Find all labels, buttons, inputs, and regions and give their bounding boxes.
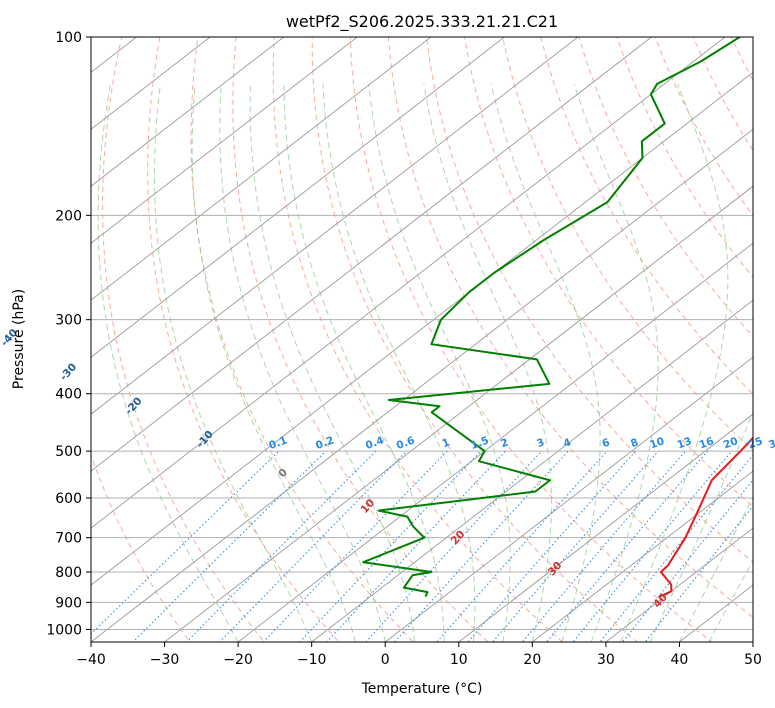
mixing-ratio-line [132,450,327,642]
mixing-ratio-label: 3 [535,436,546,450]
mixing-ratio-line [91,450,280,635]
y-tick-label: 800 [55,565,82,581]
dewpoint-profile-line [362,37,741,597]
y-tick-label: 700 [55,531,82,547]
x-tick-label: 0 [381,652,390,668]
isotherm [91,128,753,642]
y-tick-label: 1000 [46,622,82,638]
mixing-ratio-label: 0.4 [364,434,386,452]
moist-adiabat [322,83,476,642]
moist-adiabat [649,411,753,642]
dry-adiabat [502,37,753,452]
mixing-ratio-line [325,450,506,642]
isotherm [237,242,753,642]
moist-adiabat [97,83,239,642]
x-tick-label: 30 [597,652,615,668]
x-tick-label: 10 [450,652,468,668]
mixing-ratio-line [621,479,753,642]
grid-layer [91,37,775,654]
mixing-ratio-line [299,450,482,642]
x-tick-label: 20 [523,652,541,668]
plot-background [91,37,753,642]
isotherm [91,37,653,472]
dry-adiabat [540,37,753,395]
mixing-ratio-label: 0.6 [395,434,417,452]
mixing-ratio-label: 4 [562,436,573,450]
isotherm [91,37,211,130]
isotherm [384,356,753,642]
y-tick-label: 200 [55,208,82,224]
y-axis-title: Pressure (hPa) [11,289,27,389]
dry-adiabat-label: -30 [58,361,80,383]
mixing-ratio-label: 0.2 [314,434,336,452]
mixing-ratio-label: 30 [767,435,775,451]
plot-frame [90,36,754,643]
moist-adiabat [490,83,601,642]
isotherm [91,37,432,301]
mixing-ratio-line [436,450,608,642]
isotherm [91,37,579,415]
y-tick-label: 900 [55,595,82,611]
isotherm [91,37,726,529]
mixing-ratio-label: 20 [722,435,740,451]
mixing-ratio-label: 16 [698,435,716,451]
x-tick-label: −30 [150,652,180,668]
x-tick-label: 40 [671,652,689,668]
isotherm [91,37,506,358]
x-axis-title: Temperature (°C) [361,681,483,697]
mixing-ratio-label: 1.5 [469,434,491,452]
mixing-ratio-label: 6 [601,436,612,450]
mixing-ratio-line [262,450,448,642]
moist-adiabat [283,83,445,642]
isotherm [605,527,753,642]
moist-adiabat [620,83,729,642]
moist-adiabat [153,83,313,642]
mixing-ratio-line [365,450,543,642]
dry-adiabat [769,37,775,654]
mixing-ratio-line [467,450,636,642]
moist-adiabat [191,83,357,642]
isotherm [91,71,753,586]
isotherm [163,185,753,642]
x-tick-label: −20 [223,652,253,668]
isotherm [458,413,753,642]
y-tick-label: 400 [55,387,82,403]
dry-adiabat [102,37,265,642]
series-layer [362,37,753,598]
moist-adiabat [249,83,416,642]
mixing-ratio-line [644,505,753,642]
mixing-ratio-label: 1 [441,436,452,450]
mixing-ratio-line [393,450,569,642]
dry-adiabat [147,37,340,642]
mixing-ratio-label: 8 [629,436,640,450]
mixing-ratio-label: 25 [747,435,765,451]
isotherm [531,470,753,642]
mixing-ratio-label: 13 [676,435,694,451]
moist-adiabat [423,83,552,642]
mixing-ratio-label: 2 [499,436,510,450]
mixing-ratio-line [599,454,753,642]
y-tick-label: 600 [55,491,82,507]
mixing-ratio-label: 0.1 [267,434,289,452]
mixing-ratio-line [491,450,659,642]
isotherm [91,37,285,187]
mixing-ratio-label: 10 [648,435,666,451]
isotherm [310,299,753,642]
y-tick-label: 500 [55,444,82,460]
chart-title: wetPf2_S206.2025.333.21.21.C21 [286,12,558,32]
temperature-profile-line [659,436,753,598]
x-tick-label: −10 [297,652,327,668]
x-tick-label: −40 [76,652,106,668]
dry-adiabat [578,37,753,338]
y-tick-label: 300 [55,313,82,329]
mixing-ratio-line [521,450,686,642]
axis-layer: −40 −30 −20 −10 0 10 20 30 40 5010020030040050060… [46,30,762,668]
y-tick-label: 100 [55,30,82,46]
isotherm [91,37,359,244]
x-tick-label: 50 [744,652,762,668]
